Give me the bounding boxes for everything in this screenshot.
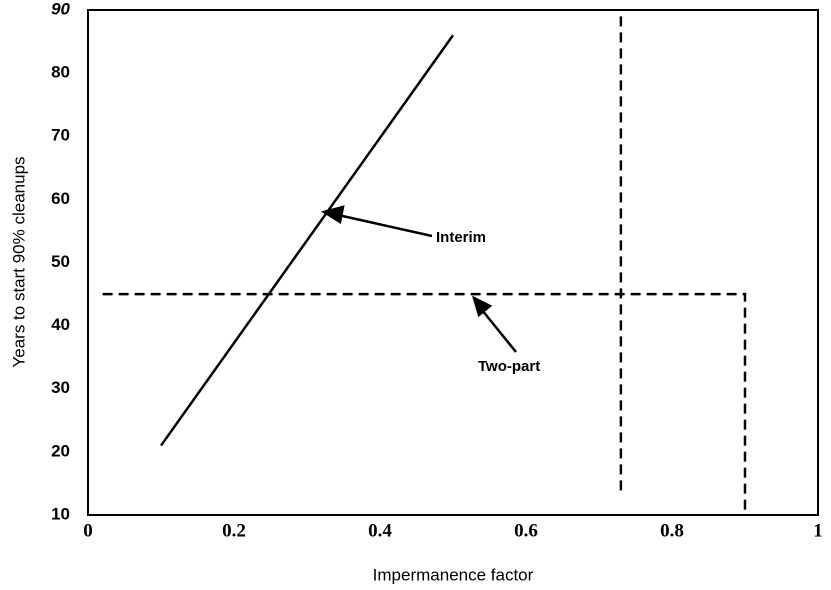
x-tick-label: 0 <box>83 520 93 541</box>
annotation: Two-part <box>478 358 540 375</box>
y-axis-label: Years to start 90% cleanups <box>9 156 28 367</box>
y-tick-label: 70 <box>51 126 70 145</box>
annotation: Interim <box>436 229 486 246</box>
y-tick-label: 10 <box>51 504 70 523</box>
series-line <box>159 34 455 447</box>
arrow-shaft <box>337 213 433 238</box>
x-tick-label: 0.8 <box>660 520 684 541</box>
x-tick-label: 1 <box>813 520 823 541</box>
y-tick-label: 30 <box>51 378 70 397</box>
x-tick-label: 0.4 <box>368 520 392 541</box>
x-tick-label: 0.2 <box>222 520 246 541</box>
y-tick-label: 60 <box>51 189 70 208</box>
arrow-head <box>471 295 493 318</box>
y-tick-label: 50 <box>51 252 70 271</box>
series-line <box>102 292 747 515</box>
y-tick-label: 80 <box>51 63 70 82</box>
x-tick-label: 0.6 <box>514 520 538 541</box>
plot-frame <box>87 9 819 516</box>
y-tick-label: 90 <box>51 0 70 18</box>
y-tick-label: 20 <box>51 441 70 460</box>
arrow-shaft <box>481 309 517 353</box>
x-axis-label: Impermanence factor <box>373 565 534 584</box>
y-tick-label: 40 <box>51 315 70 334</box>
annotation-arrows <box>320 205 517 353</box>
